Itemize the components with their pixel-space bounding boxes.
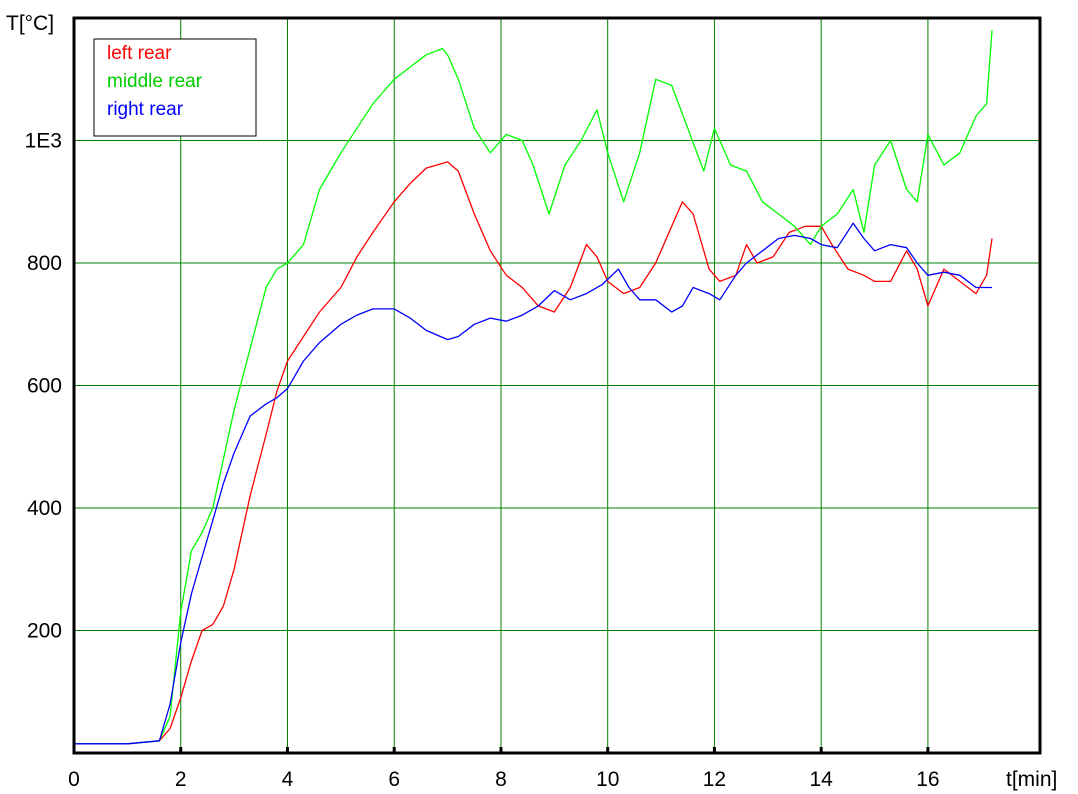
legend-entry-right-rear: right rear <box>107 99 184 120</box>
y-tick-label: 800 <box>27 252 62 275</box>
series-line-left-rear <box>74 161 993 745</box>
series-lines <box>74 30 993 745</box>
y-tick-label: 1E3 <box>25 130 62 153</box>
legend-box <box>93 38 257 137</box>
legend-entry-left-rear: left rear <box>107 43 172 64</box>
x-tick-label: 4 <box>282 768 294 791</box>
x-tick-label: 14 <box>810 768 834 791</box>
x-tick-label: 10 <box>596 768 619 791</box>
x-tick-label: 8 <box>495 768 507 791</box>
x-tick-label: 12 <box>703 768 726 791</box>
y-tick-label: 200 <box>27 620 62 643</box>
legend-entry-middle-rear: middle rear <box>107 71 203 92</box>
legend: left rear middle rear right rear <box>93 38 257 137</box>
y-tick-labels: 200 400 600 800 1E3 <box>25 130 62 643</box>
x-tick-label: 6 <box>388 768 400 791</box>
grid <box>74 18 1040 753</box>
x-tick-label: 16 <box>916 768 939 791</box>
series-line-middle-rear <box>74 30 993 745</box>
series-line-right-rear <box>74 222 992 745</box>
x-tick-label: 0 <box>68 768 80 791</box>
x-tick-label: 2 <box>175 768 187 791</box>
x-tick-labels: 0 2 4 6 8 10 12 14 16 <box>68 768 939 791</box>
y-axis-title: T[°C] <box>6 12 54 35</box>
y-tick-label: 400 <box>27 497 62 520</box>
plot-frame <box>72 16 1042 755</box>
x-axis-title: t[min] <box>1006 768 1057 791</box>
y-tick-label: 600 <box>27 375 62 398</box>
